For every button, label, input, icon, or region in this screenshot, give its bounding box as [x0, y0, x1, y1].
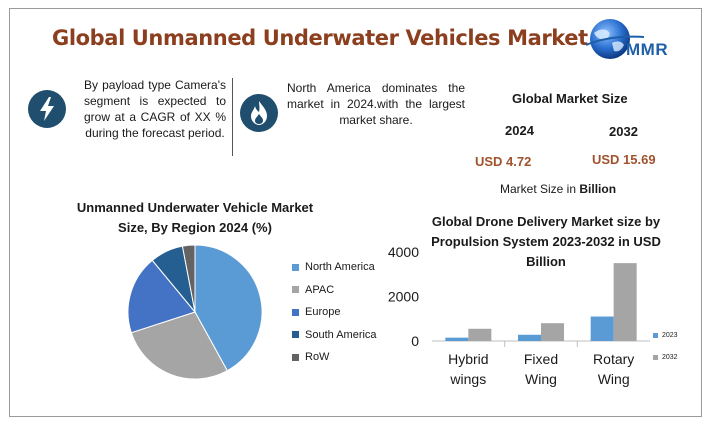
infographic-frame: [9, 8, 702, 417]
market-size-title: Global Market Size: [512, 91, 628, 106]
x-tick-label: Hybrid: [448, 351, 488, 367]
legend-swatch: [653, 332, 658, 338]
x-tick-label: Rotary: [593, 351, 634, 367]
pie-chart-title: Unmanned Underwater Vehicle Market Size,…: [76, 200, 314, 235]
legend-item: APAC: [292, 279, 377, 302]
legend-label: North America: [305, 261, 375, 274]
x-tick-label: wings: [449, 371, 486, 387]
market-size-note: Market Size in Billion: [500, 182, 616, 196]
legend-item: North America: [292, 256, 377, 279]
legend-label: Europe: [305, 306, 341, 319]
pie-slice-north-america: [194, 244, 263, 372]
pie-slice-row: [181, 244, 196, 313]
bar-2032: [613, 263, 637, 341]
bar-2023: [518, 334, 541, 341]
legend-item: 2023: [653, 324, 678, 346]
value-start: USD 4.72: [475, 154, 532, 169]
legend-label: 2023: [662, 331, 678, 339]
legend-label: RoW: [305, 351, 330, 364]
legend-item: Europe: [292, 301, 377, 324]
y-tick-label: 0: [411, 333, 419, 349]
divider: [232, 78, 233, 156]
legend-swatch: [653, 354, 658, 360]
legend-label: 2032: [662, 353, 678, 361]
pie-legend: North America APAC Europe South America RoW: [292, 256, 377, 369]
lightning-icon: [28, 90, 66, 128]
bar-chart-title: Global Drone Delivery Market size by Pro…: [431, 214, 661, 269]
bar-2023: [445, 337, 469, 341]
year-end: 2032: [609, 124, 638, 139]
legend-swatch: [292, 331, 299, 339]
y-tick-label: 4000: [388, 244, 419, 260]
flame-icon: [240, 94, 278, 132]
legend-label: APAC: [305, 283, 335, 296]
legend-item: RoW: [292, 346, 377, 369]
y-tick-label: 2000: [388, 289, 419, 305]
info-text-region: North America dominates the market in 20…: [287, 81, 465, 127]
legend-item: 2032: [653, 346, 678, 368]
market-size-note-prefix: Market Size in: [500, 182, 580, 196]
bar-2023: [590, 316, 614, 341]
legend-label: South America: [305, 328, 377, 341]
legend-item: South America: [292, 324, 377, 347]
legend-swatch: [292, 286, 299, 294]
page-title: Global Unmanned Underwater Vehicles Mark…: [52, 26, 588, 50]
bar-legend: 2023 2032: [653, 324, 678, 368]
bar-2032: [468, 328, 492, 341]
x-tick-label: Fixed: [524, 351, 558, 367]
bar-2032: [541, 323, 564, 341]
pie-slice-europe: [127, 259, 196, 334]
legend-swatch: [292, 353, 299, 361]
pie-slice-apac: [130, 311, 228, 380]
legend-swatch: [292, 263, 299, 271]
x-tick-label: Wing: [598, 371, 630, 387]
logo-text: MMR: [626, 40, 669, 59]
legend-swatch: [292, 308, 299, 316]
info-text-payload: By payload type Camera's segment is expe…: [84, 78, 226, 140]
x-tick-label: Wing: [525, 371, 557, 387]
value-end: USD 15.69: [592, 152, 656, 167]
globe-icon: [585, 19, 645, 59]
market-size-unit: Billion: [579, 182, 617, 196]
year-start: 2024: [505, 123, 534, 138]
